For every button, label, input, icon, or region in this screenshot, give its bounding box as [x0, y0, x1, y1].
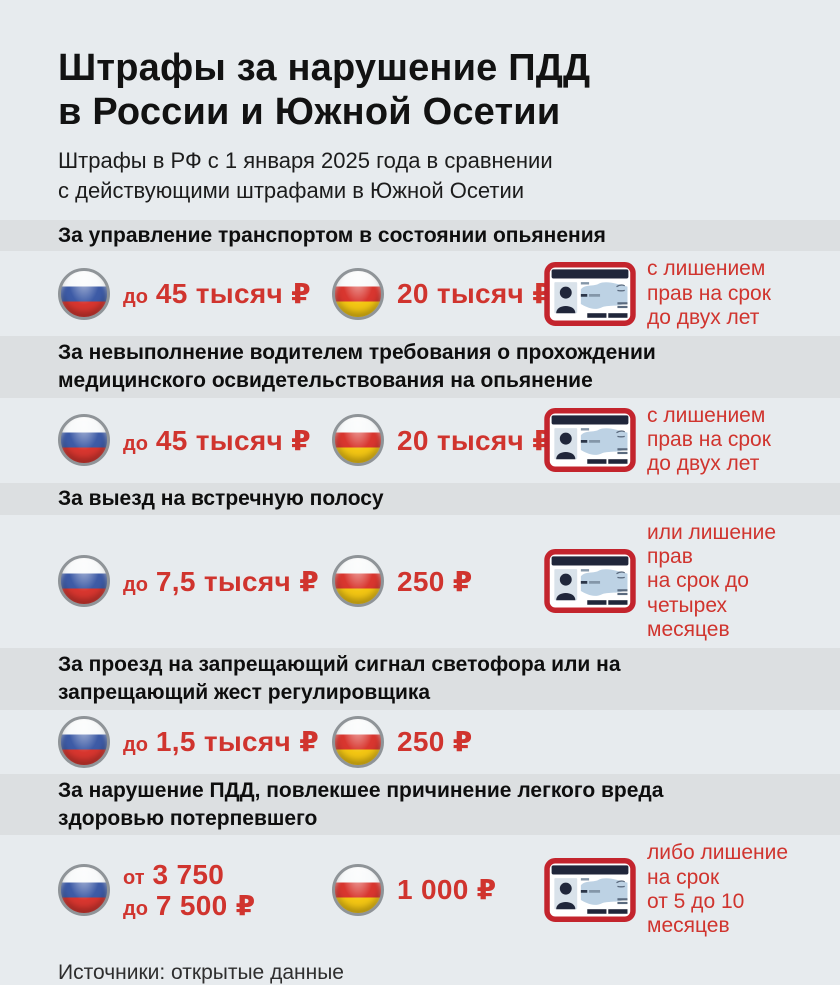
fine-prefix: до: [123, 897, 148, 920]
section-row: от 3 750 до 7 500 ₽ 1 000 ₽: [0, 835, 840, 944]
russia-fine-amount: 1,5 тысяч ₽: [155, 726, 319, 758]
section-oncoming-lane: За выезд на встречную полосу до 7,5 тыся…: [0, 482, 840, 649]
russia-flag-icon: [58, 863, 110, 916]
penalty-note-line: или лишение прав: [647, 520, 777, 568]
page-subtitle: Штрафы в РФ с 1 января 2025 года в сравн…: [58, 146, 782, 205]
license-penalty: с лишением прав на срок до двух лет: [544, 257, 820, 330]
page-title-line-2: в России и Южной Осетии: [58, 91, 561, 134]
south-ossetia-flag-icon: [332, 414, 384, 467]
page-subtitle-line-1: Штрафы в РФ с 1 января 2025 года в сравн…: [58, 148, 553, 174]
fine-prefix: от: [123, 866, 145, 889]
license-penalty: либо лишение на срок от 5 до 10 месяцев: [544, 841, 820, 938]
penalty-note: или лишение прав на срок до четырех меся…: [647, 521, 820, 643]
russia-fine: до 45 тысяч ₽: [58, 267, 332, 320]
russia-fine: до 7,5 тысяч ₽: [58, 555, 332, 608]
south-ossetia-flag-icon: [332, 863, 384, 916]
south-ossetia-flag-icon: [332, 715, 384, 768]
section-header: За проезд на запрещающий сигнал светофор…: [0, 648, 840, 710]
russia-fine-amount: 45 тысяч ₽: [155, 424, 311, 456]
page-subtitle-line-2: с действующими штрафами в Южной Осетии: [58, 177, 525, 203]
ossetia-fine: 250 ₽: [332, 715, 544, 768]
penalty-note-line: до двух лет: [647, 452, 760, 476]
section-header-text: За выезд на встречную полосу: [58, 486, 384, 510]
penalty-note: либо лишение на срок от 5 до 10 месяцев: [647, 841, 820, 938]
russia-fine-amount: 3 750: [152, 858, 225, 890]
penalty-note-line: месяцев: [647, 618, 730, 641]
russia-fine-amount: 7 500 ₽: [155, 889, 256, 921]
russia-fine: от 3 750 до 7 500 ₽: [58, 859, 332, 922]
page-title: Штрафы за нарушение ПДД в России и Южной…: [58, 46, 782, 134]
driver-license-icon: [544, 858, 636, 922]
penalty-note-line: с лишением: [647, 257, 766, 281]
russia-flag-icon: [58, 555, 110, 608]
section-medical-test-refusal: За невыполнение водителем требования о п…: [0, 336, 840, 483]
driver-license-icon: [544, 262, 636, 326]
section-row: до 45 тысяч ₽ 20 тысяч ₽ с лишением прав: [0, 398, 840, 483]
penalty-note-line: до двух лет: [647, 305, 760, 329]
penalty-note: с лишением прав на срок до двух лет: [647, 404, 771, 477]
license-penalty: с лишением прав на срок до двух лет: [544, 404, 820, 477]
section-header: За невыполнение водителем требования о п…: [0, 336, 840, 398]
russia-fine: до 45 тысяч ₽: [58, 414, 332, 467]
ossetia-fine: 20 тысяч ₽: [332, 414, 552, 467]
section-header: За управление транспортом в состоянии оп…: [0, 219, 840, 252]
ossetia-fine-amount: 20 тысяч ₽: [397, 424, 552, 456]
ossetia-fine: 250 ₽: [332, 555, 544, 608]
penalty-note-line: с лишением: [647, 403, 766, 427]
south-ossetia-flag-icon: [332, 555, 384, 608]
section-red-light: За проезд на запрещающий сигнал светофор…: [0, 648, 840, 773]
ossetia-fine-amount: 20 тысяч ₽: [397, 278, 552, 310]
russia-flag-icon: [58, 267, 110, 320]
penalty-note-line: либо лишение: [647, 841, 789, 865]
fine-prefix: до: [123, 432, 148, 455]
penalty-note-line: на срок до четырех: [647, 569, 749, 617]
russia-flag-icon: [58, 715, 110, 768]
ossetia-fine-amount: 250 ₽: [397, 565, 473, 597]
ossetia-fine-amount: 1 000 ₽: [397, 874, 497, 906]
section-header-text: За управление транспортом в состоянии оп…: [58, 223, 606, 247]
page-title-line-1: Штрафы за нарушение ПДД: [58, 47, 591, 89]
driver-license-icon: [544, 549, 636, 613]
penalty-note-line: на срок: [647, 865, 720, 889]
south-ossetia-flag-icon: [332, 267, 384, 320]
fine-prefix: до: [123, 734, 148, 757]
section-header: За нарушение ПДД, повлекшее причинение л…: [0, 773, 840, 836]
section-header: За выезд на встречную полосу: [0, 482, 840, 515]
ossetia-fine: 1 000 ₽: [332, 863, 544, 916]
fine-prefix: до: [123, 286, 148, 309]
fine-prefix: до: [123, 573, 148, 596]
sources-note: Источники: открытые данные: [58, 960, 344, 984]
penalty-note-line: прав на срок: [647, 281, 771, 305]
russia-fine-amount: 7,5 тысяч ₽: [155, 565, 319, 597]
penalty-note: с лишением прав на срок до двух лет: [647, 257, 771, 330]
header: Штрафы за нарушение ПДД в России и Южной…: [0, 0, 840, 206]
license-penalty: или лишение прав на срок до четырех меся…: [544, 521, 820, 643]
penalty-note-line: от 5 до 10 месяцев: [647, 889, 745, 938]
section-row: до 1,5 тысяч ₽ 250 ₽: [0, 710, 840, 774]
section-light-injury: За нарушение ПДД, повлекшее причинение л…: [0, 773, 840, 945]
section-row: до 7,5 тысяч ₽ 250 ₽ или лишение прав на: [0, 515, 840, 649]
driver-license-icon: [544, 408, 636, 472]
russia-fine: до 1,5 тысяч ₽: [58, 715, 332, 768]
section-row: до 45 тысяч ₽ 20 тысяч ₽ с лишением прав: [0, 251, 840, 336]
section-header-text: За проезд на запрещающий сигнал светофор…: [58, 653, 621, 705]
penalty-note-line: прав на срок: [647, 428, 771, 452]
ossetia-fine: 20 тысяч ₽: [332, 267, 552, 320]
ossetia-fine-amount: 250 ₽: [397, 726, 473, 758]
section-header-text: За нарушение ПДД, повлекшее причинение л…: [58, 778, 664, 830]
section-drunk-driving: За управление транспортом в состоянии оп…: [0, 219, 840, 337]
russia-fine-amount: 45 тысяч ₽: [155, 278, 311, 310]
russia-flag-icon: [58, 414, 110, 467]
section-header-text: За невыполнение водителем требования о п…: [58, 341, 656, 393]
